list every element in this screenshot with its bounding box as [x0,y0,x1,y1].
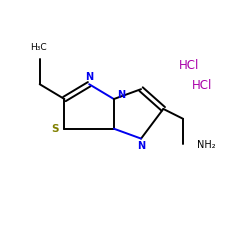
Text: HCl: HCl [179,59,200,72]
Text: N: N [85,72,93,82]
Text: S: S [51,124,59,134]
Text: HCl: HCl [192,79,212,92]
Text: N: N [117,90,125,100]
Text: H₃C: H₃C [30,43,47,52]
Text: N: N [137,140,145,150]
Text: NH₂: NH₂ [197,140,215,150]
